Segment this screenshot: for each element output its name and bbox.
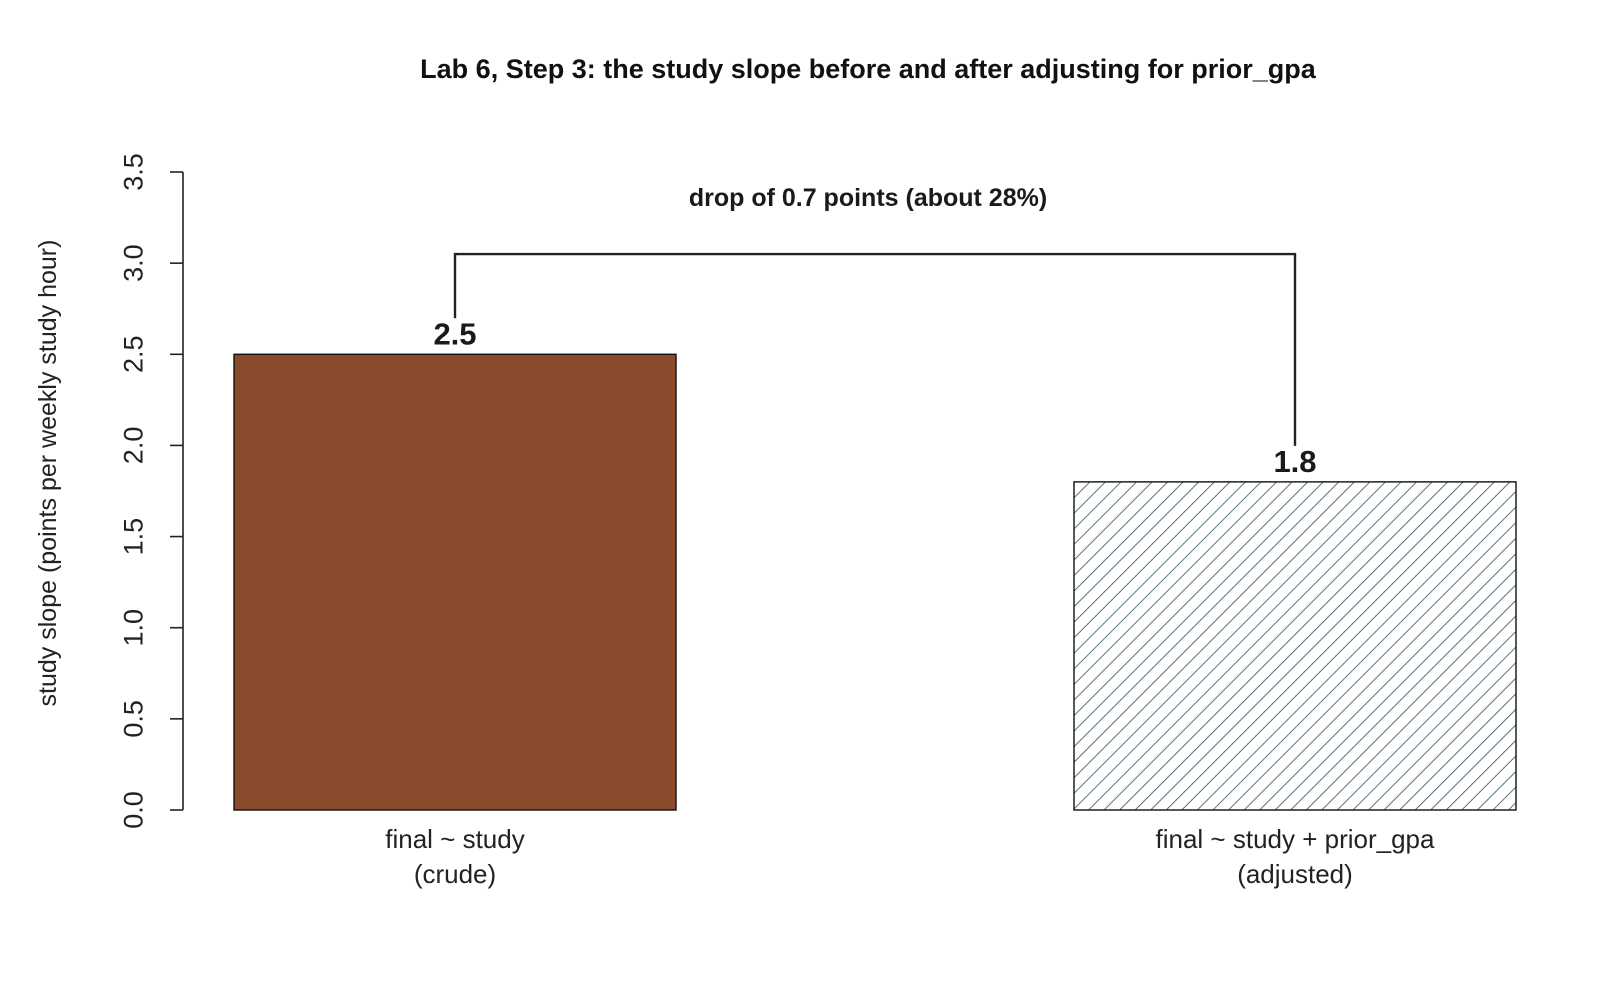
bracket-line <box>453 252 1297 446</box>
bars-group: 2.5 final ~ study (crude) 1.8 final ~ study … <box>233 316 1517 889</box>
drop-annotation: drop of 0.7 points (about 28%) <box>689 184 1047 212</box>
x-category-label: final ~ study <box>385 824 524 854</box>
y-axis-label: study slope (points per weekly study hou… <box>34 240 62 707</box>
bar-value-label: 2.5 <box>433 316 476 351</box>
y-axis: 0.0 0.5 1.0 1.5 2.0 2.5 3.0 3.5 <box>119 153 184 829</box>
x-category-label: (crude) <box>414 859 496 889</box>
x-category-label: (adjusted) <box>1237 859 1353 889</box>
y-tick-label: 3.0 <box>119 244 149 282</box>
chart-title: Lab 6, Step 3: the study slope before an… <box>420 54 1317 84</box>
y-tick-label: 3.5 <box>119 153 149 191</box>
y-tick-label: 1.5 <box>119 518 149 556</box>
bar-1 <box>233 353 677 811</box>
y-tick-label: 2.5 <box>119 336 149 374</box>
y-tick-label: 2.0 <box>119 427 149 465</box>
y-tick-label: 1.0 <box>119 609 149 647</box>
y-tick-label: 0.0 <box>119 791 149 829</box>
y-tick-label: 0.5 <box>119 700 149 738</box>
bar-2 <box>1073 481 1517 811</box>
drop-bracket <box>453 252 1297 446</box>
bar-value-label: 1.8 <box>1273 444 1316 479</box>
x-category-label: final ~ study + prior_gpa <box>1156 824 1435 854</box>
